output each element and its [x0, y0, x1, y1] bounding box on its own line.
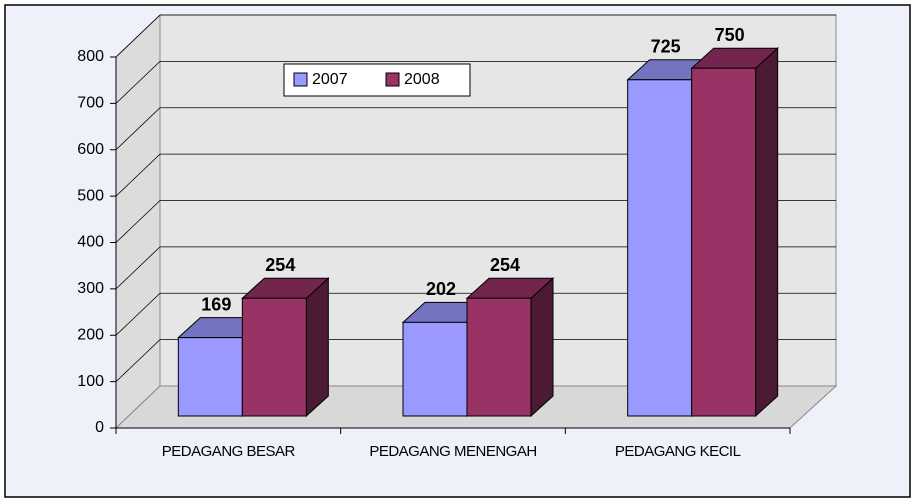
- y-tick-label: 400: [77, 234, 104, 251]
- bar: [177, 337, 243, 417]
- bar: [402, 321, 468, 417]
- y-tick-label: 700: [77, 95, 104, 112]
- bar: [466, 297, 532, 417]
- grid-line: [115, 339, 836, 382]
- x-tick-label: PEDAGANG BESAR: [162, 443, 296, 460]
- grid-line: [115, 14, 836, 58]
- x-tick-label: PEDAGANG KECIL: [615, 443, 741, 460]
- value-label: 750: [715, 25, 745, 45]
- legend-swatch: [385, 72, 400, 87]
- grid-line: [115, 107, 836, 151]
- y-tick-label: 200: [77, 326, 104, 343]
- grid-line: [115, 200, 836, 243]
- value-label: 254: [490, 255, 520, 275]
- y-tick-label: 800: [77, 48, 104, 65]
- bar: [691, 67, 757, 417]
- bar-side: [530, 277, 554, 418]
- legend-label: 2007: [312, 71, 348, 88]
- grid-line: [115, 292, 836, 336]
- grid-line: [115, 60, 836, 104]
- value-label: 725: [651, 37, 681, 57]
- value-label: 169: [201, 294, 231, 314]
- grid-line: [115, 153, 836, 197]
- y-tick-label: 500: [77, 187, 104, 204]
- bar-side: [305, 277, 329, 418]
- bar: [241, 297, 307, 417]
- y-tick-label: 300: [77, 280, 104, 297]
- y-tick-label: 0: [95, 419, 104, 436]
- grid-line: [115, 246, 836, 290]
- y-tick-label: 600: [77, 141, 104, 158]
- legend: [283, 63, 471, 97]
- legend-label: 2008: [404, 71, 440, 88]
- value-label: 202: [426, 279, 456, 299]
- bar-side: [755, 47, 779, 418]
- y-tick-label: 100: [77, 373, 104, 390]
- value-label: 254: [265, 255, 295, 275]
- x-tick-label: PEDAGANG MENENGAH: [369, 443, 536, 460]
- legend-swatch: [293, 72, 308, 87]
- bar: [627, 79, 693, 417]
